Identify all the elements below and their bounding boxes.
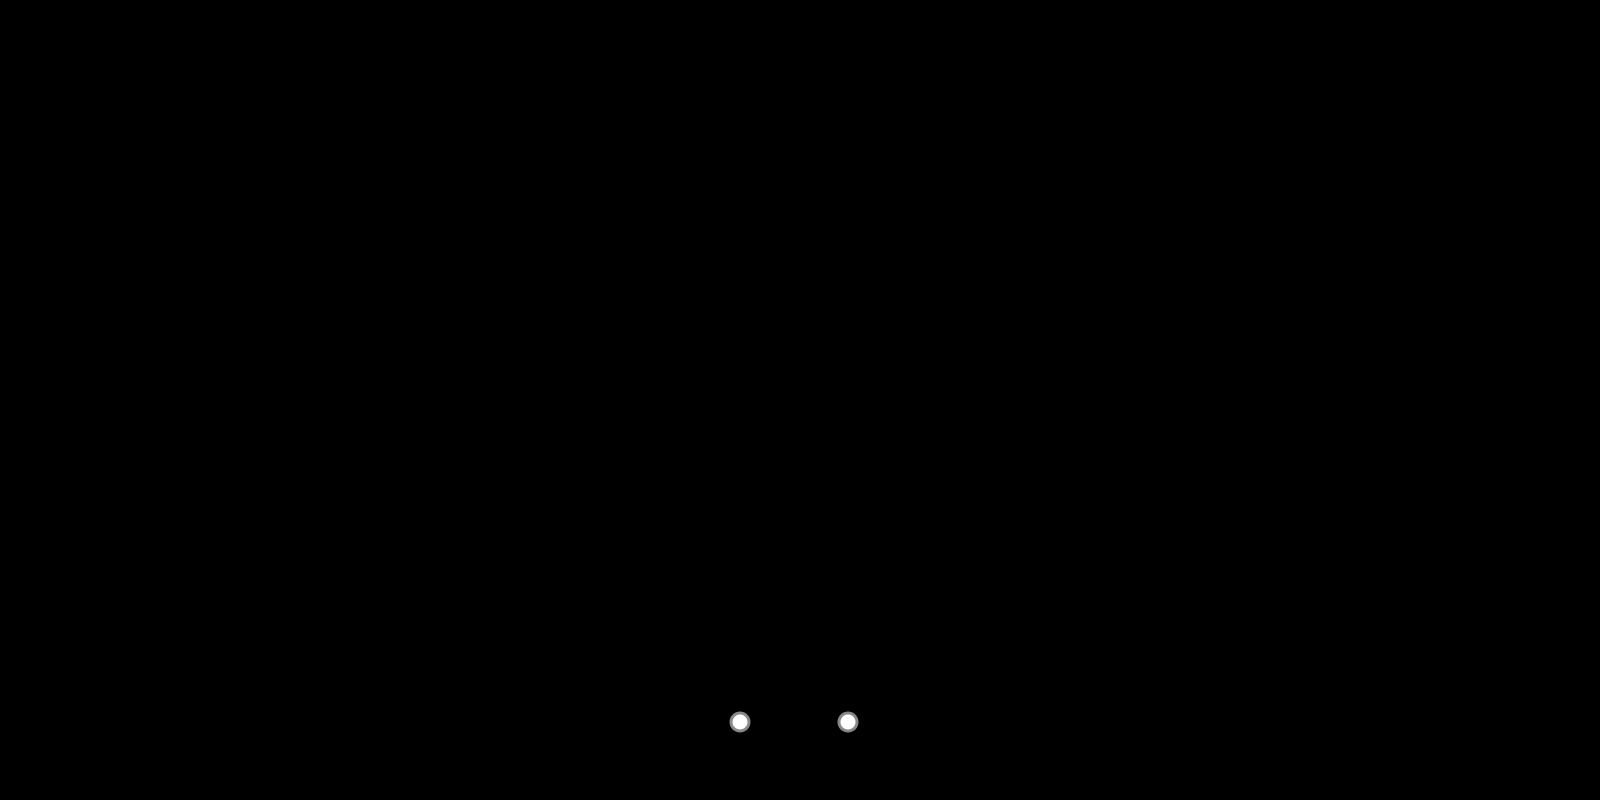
category-average-legend-circle-icon <box>837 711 859 733</box>
chart-legend <box>0 711 1600 733</box>
turnover-series-legend-marker <box>715 711 765 733</box>
legend-item-category-average[interactable] <box>823 711 885 733</box>
turnover-series-legend-circle-icon <box>729 711 751 733</box>
category-average-legend-marker <box>823 711 873 733</box>
legend-item-turnover[interactable] <box>715 711 777 733</box>
